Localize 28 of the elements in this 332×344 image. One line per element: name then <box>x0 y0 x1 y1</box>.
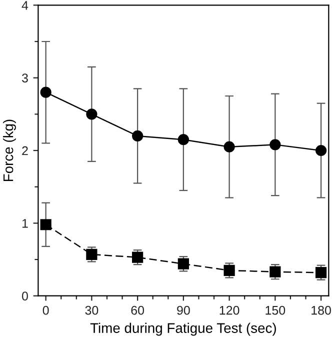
x-tick-label: 30 <box>85 306 98 315</box>
point <box>132 252 144 263</box>
point <box>40 219 52 230</box>
point <box>224 141 235 152</box>
y-tick-label: 4 <box>22 1 28 10</box>
point <box>132 130 144 142</box>
point <box>86 108 98 120</box>
x-tick-label: 0 <box>42 306 49 315</box>
y-axis-title: Force (kg) <box>3 120 16 181</box>
point <box>178 134 189 146</box>
point <box>224 264 235 276</box>
point <box>315 267 327 278</box>
y-tick-label: 2 <box>22 146 28 156</box>
point <box>178 258 189 270</box>
y-tick-label: 3 <box>22 74 28 82</box>
point <box>315 144 327 156</box>
x-tick-label: 90 <box>177 306 190 315</box>
point <box>86 248 98 260</box>
x-tick-label: 150 <box>266 306 286 315</box>
x-tick-label: 180 <box>312 306 331 315</box>
point <box>40 86 52 98</box>
y-tick-label: 0 <box>22 292 28 300</box>
y-tick-label: 1 <box>22 219 28 228</box>
x-tick-label: 120 <box>220 306 240 315</box>
x-axis-title: Time during Fatigue Test (sec) <box>90 322 276 336</box>
point <box>270 266 281 278</box>
x-tick-label: 60 <box>131 306 144 315</box>
point <box>270 139 281 150</box>
